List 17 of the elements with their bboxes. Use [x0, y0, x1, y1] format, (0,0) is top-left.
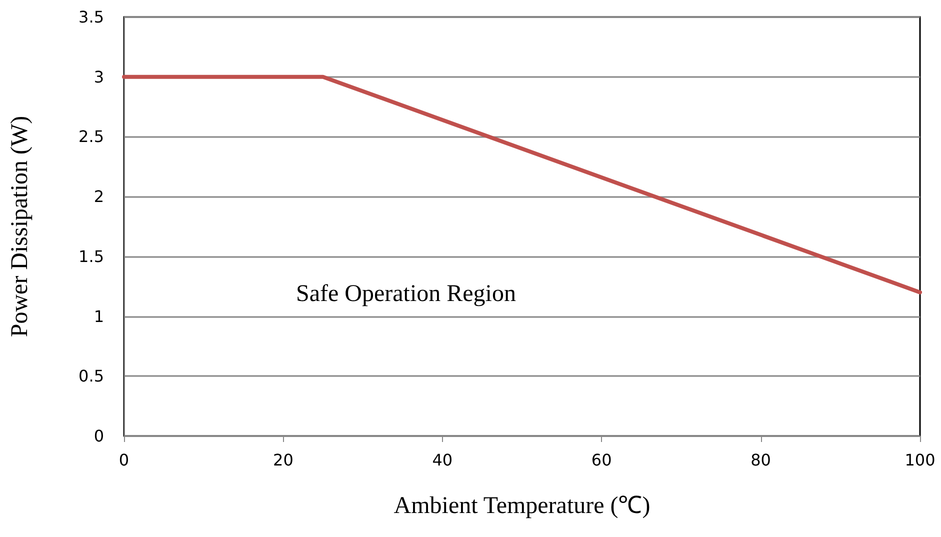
x-tick-label: 40 — [432, 450, 453, 470]
x-tick-label: 100 — [904, 450, 936, 470]
x-tick-label: 0 — [118, 450, 130, 470]
y-tick-label: 3.5 — [78, 8, 104, 26]
x-axis-title: Ambient Temperature (℃) — [394, 493, 650, 519]
x-tick-label: 20 — [273, 450, 294, 470]
y-tick-label: 3 — [94, 67, 104, 86]
y-axis-title: Power Dissipation (W) — [7, 116, 33, 338]
x-tick-label: 60 — [591, 450, 612, 470]
y-tick-label: 1 — [94, 306, 104, 326]
y-tick-label: 2.5 — [78, 127, 104, 146]
y-tick-label: 0.5 — [78, 366, 104, 386]
y-tick-label: 0 — [94, 426, 104, 446]
annotation: Safe Operation Region — [296, 281, 516, 307]
y-tick-label: 2 — [94, 187, 104, 206]
y-tick-label: 1.5 — [78, 246, 104, 266]
x-tick-label: 80 — [750, 450, 771, 470]
